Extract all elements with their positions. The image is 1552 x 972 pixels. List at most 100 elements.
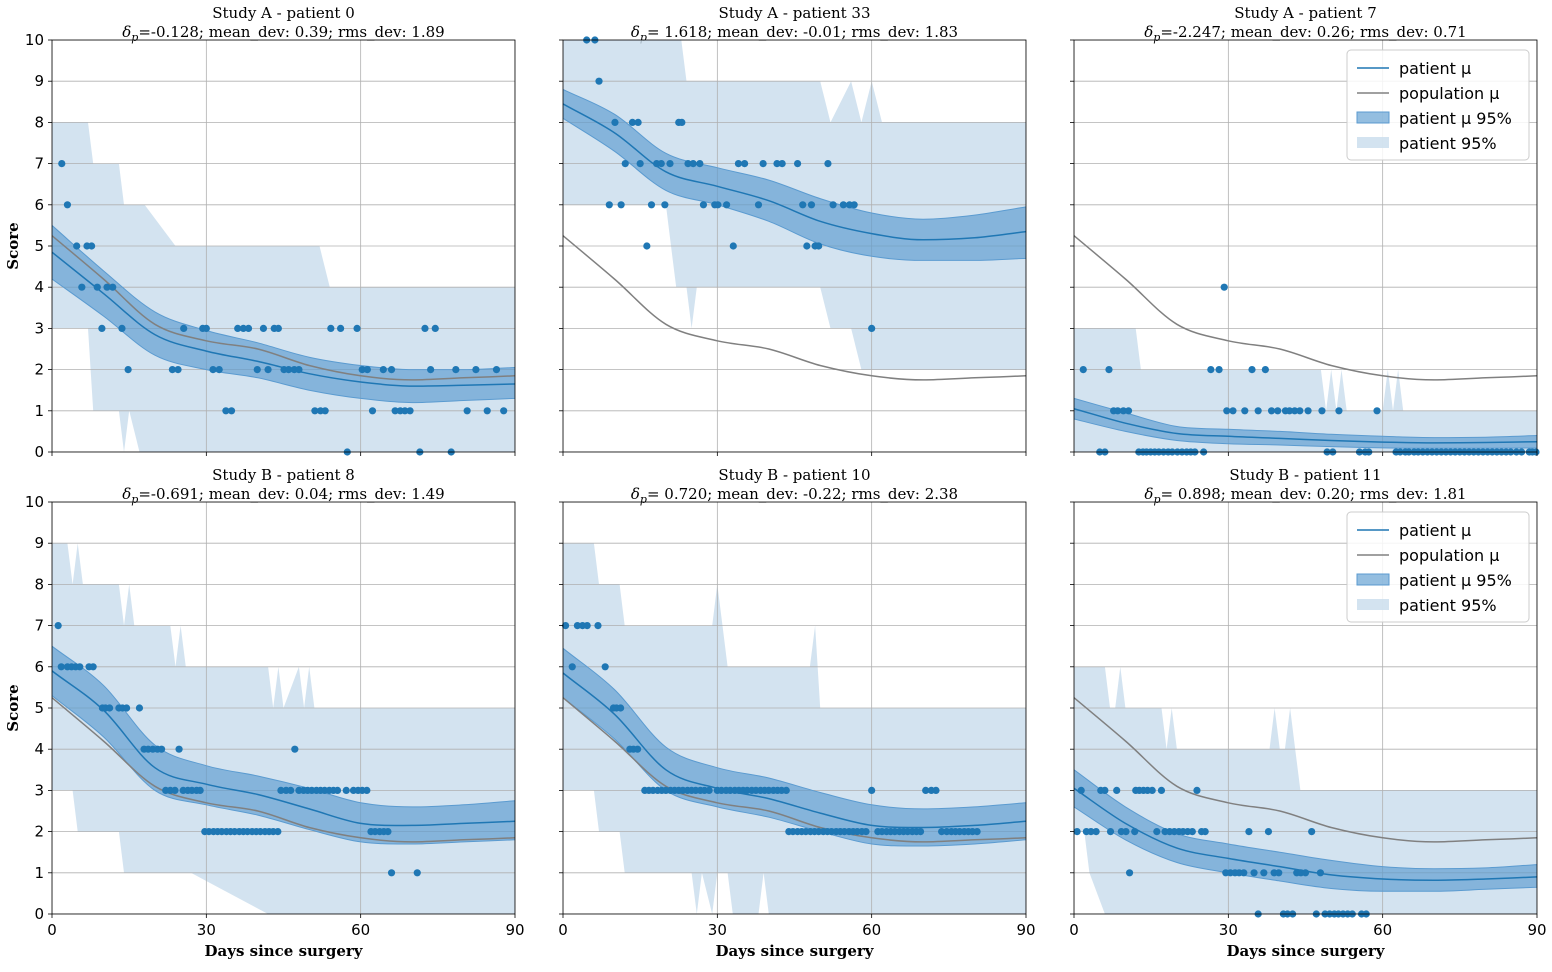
y-tick-label: 7 [34,617,44,635]
delta-subscript: p [640,493,647,506]
x-tick-label: 30 [708,921,727,939]
data-point [259,324,268,332]
legend-label: patient 95% [1399,134,1497,153]
y-tick-label: 5 [34,699,44,717]
data-point [1215,366,1223,374]
data-point [605,201,613,209]
x-tick-label: 90 [505,921,524,939]
data-point [384,828,392,836]
data-point [342,786,350,794]
data-point [617,704,625,712]
data-point [1201,828,1209,836]
data-point [561,622,570,630]
data-point [754,201,763,209]
data-point [202,324,210,332]
data-point [1073,828,1081,836]
legend-box [1346,49,1530,161]
data-point [815,242,823,250]
data-point [657,160,665,168]
data-point [601,663,609,671]
data-point [57,663,65,671]
y-tick-label: 8 [34,575,44,593]
data-point [285,366,293,374]
legend: patient μ population μ patient μ 95% patien… [1346,511,1530,623]
data-point [387,366,396,374]
legend-label: patient μ [1399,521,1471,540]
data-point [472,366,480,374]
legend-swatch-predictive-band [1357,599,1389,610]
data-point [824,160,832,168]
x-tick-label: 90 [1527,921,1546,939]
data-point [76,663,84,671]
y-tick-label: 3 [34,319,44,337]
y-tick-label: 10 [25,493,44,511]
data-point [1285,407,1294,415]
data-point [109,283,117,291]
data-point [103,283,111,291]
data-point [696,160,704,168]
data-point [124,366,132,374]
legend-label: population μ [1399,84,1499,103]
data-point [1229,407,1237,415]
data-point [643,242,651,250]
chart-title: Study A - patient 0 [212,4,355,22]
stats-text: =-0.691; mean_dev: 0.04; rms_dev: 1.49 [138,485,444,503]
data-point [1188,828,1196,836]
x-tick-label: 0 [558,921,568,939]
legend: patient μ population μ patient μ 95% patien… [1346,49,1530,161]
data-point [617,201,625,209]
stats-text: =-2.247; mean_dev: 0.26; rms_dev: 0.71 [1160,23,1466,41]
legend-label: patient 95% [1399,596,1497,615]
data-point [611,118,619,126]
data-point [227,407,236,415]
population-mean-line [52,235,515,381]
data-point [1122,828,1130,836]
data-point [168,366,176,374]
data-point [363,786,371,794]
data-point [452,366,460,374]
data-point [628,118,637,126]
data-point [699,201,708,209]
data-point [829,201,837,209]
data-point [1304,407,1312,415]
y-tick-label: 9 [34,72,44,90]
x-tick-label: 60 [351,921,370,939]
data-point [327,324,335,332]
patient-mean-95-band [52,645,515,845]
x-tick-label: 60 [1373,921,1392,939]
data-point [1114,407,1122,415]
data-point [63,201,72,209]
data-point [291,745,299,753]
data-point [938,828,946,836]
data-point [93,283,101,291]
delta-subscript: p [1153,493,1160,506]
data-point [58,160,66,168]
data-point [1274,407,1282,415]
data-point [277,786,285,794]
y-axis-label: Score [4,684,22,731]
data-point [358,366,366,374]
data-point [1157,786,1166,794]
chart-subtitle: δp=-2.247; mean_dev: 0.26; rms_dev: 0.71 [1144,23,1466,44]
legend-label: patient μ 95% [1399,571,1512,590]
data-point [1301,869,1310,877]
legend-swatch-mean-band [1356,573,1390,586]
data-point [353,324,361,332]
data-point [1124,407,1133,415]
legend-swatch-predictive-band [1357,137,1389,148]
data-point [379,366,387,374]
data-point [244,324,253,332]
plot-area [1074,40,1537,452]
data-point [463,407,471,415]
delta-subscript: p [131,31,138,44]
data-point [729,242,737,250]
data-point [234,324,242,332]
data-point [1087,828,1095,836]
data-point [759,160,767,168]
data-point [922,786,930,794]
data-point [634,118,642,126]
delta-symbol: δ [631,485,640,503]
delta-subscript: p [131,493,138,506]
